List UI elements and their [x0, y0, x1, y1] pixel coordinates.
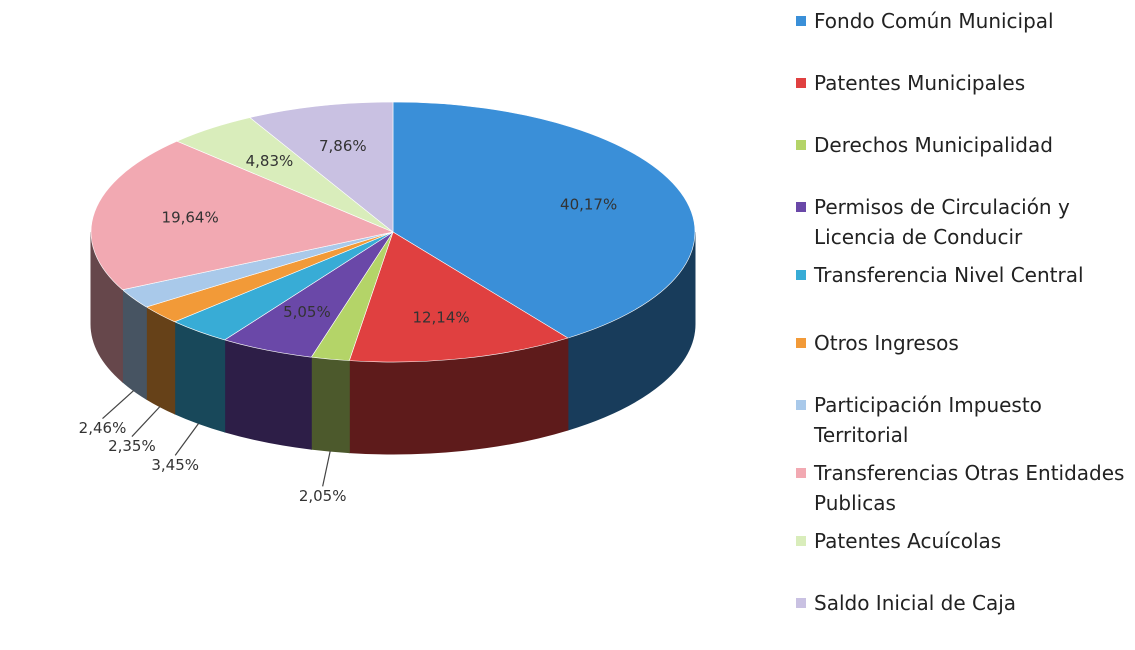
legend-swatch [796, 202, 806, 212]
legend: Fondo Común Municipal Patentes Municipale… [790, 6, 1130, 650]
legend-swatch [796, 270, 806, 280]
leader-line [131, 406, 161, 437]
slice [145, 231, 394, 415]
slice-side [121, 288, 147, 400]
data-label: 5,05% [283, 303, 331, 321]
slice [173, 231, 394, 433]
legend-swatch [796, 400, 806, 410]
data-label: 3,45% [151, 456, 199, 474]
leader-line [102, 390, 135, 420]
legend-label: Permisos de Circulación y Licencia de Co… [814, 195, 1070, 249]
data-label: 2,05% [299, 487, 347, 505]
legend-item: Transferencias Otras Entidades Publicas [790, 458, 1130, 526]
leader-line [174, 423, 200, 456]
slice [223, 231, 394, 450]
legend-swatch [796, 468, 806, 478]
slice-side [224, 339, 312, 450]
leader-line [322, 451, 331, 487]
pie-area: 40,17% 12,14% 2,05% 5,05% 3,45%2,35%2,46% 19,… [79, 101, 696, 505]
legend-item: Transferencia Nivel Central [790, 260, 1130, 328]
slice-top [90, 140, 394, 291]
legend-swatch [796, 140, 806, 150]
legend-label: Patentes Acuícolas [814, 529, 1002, 553]
chart: 40,17% 12,14% 2,05% 5,05% 3,45% 2,35% 2,46% 19,… [79, 9, 1125, 615]
data-label: 40,17% [560, 196, 617, 214]
legend-swatch [796, 16, 806, 26]
data-label: 7,86% [319, 137, 367, 155]
data-label: 4,83% [246, 152, 294, 170]
legend-swatch [796, 78, 806, 88]
legend-label: Transferencias Otras Entidades Publicas [814, 461, 1125, 515]
data-label: 2,35% [108, 437, 156, 455]
slice-top [348, 231, 569, 363]
slice-side [145, 306, 176, 415]
slice [249, 101, 394, 233]
legend-label: Patentes Municipales [814, 71, 1026, 95]
legend-label: Participación Impuesto Territorial [814, 393, 1042, 447]
legend-item: Saldo Inicial de Caja [790, 588, 1130, 650]
legend-swatch [796, 598, 806, 608]
slice-top [249, 101, 394, 233]
legend-item: Permisos de Circulación y Licencia de Co… [790, 192, 1130, 260]
slice [90, 140, 394, 383]
slice [348, 231, 569, 455]
legend-label: Otros Ingresos [814, 331, 959, 355]
legend-label: Saldo Inicial de Caja [814, 591, 1017, 615]
legend-item: Fondo Común Municipal [790, 6, 1130, 68]
legend-item: Otros Ingresos [790, 328, 1130, 390]
data-label: 2,46% [79, 419, 127, 437]
slice-side [174, 321, 226, 433]
legend-item: Derechos Municipalidad [790, 130, 1130, 192]
legend-swatch [796, 536, 806, 546]
data-label: 12,14% [412, 308, 469, 326]
legend-label: Transferencia Nivel Central [814, 263, 1084, 287]
slice [392, 101, 696, 431]
slice-side [310, 356, 350, 454]
data-label: 19,64% [162, 209, 219, 227]
legend-swatch [796, 338, 806, 348]
slice-top [392, 101, 696, 339]
legend-item: Participación Impuesto Territorial [790, 390, 1130, 458]
legend-item: Patentes Municipales [790, 68, 1130, 130]
legend-item: Patentes Acuícolas [790, 526, 1130, 588]
legend-label: Fondo Común Municipal [814, 9, 1054, 33]
legend-label: Derechos Municipalidad [814, 133, 1053, 157]
